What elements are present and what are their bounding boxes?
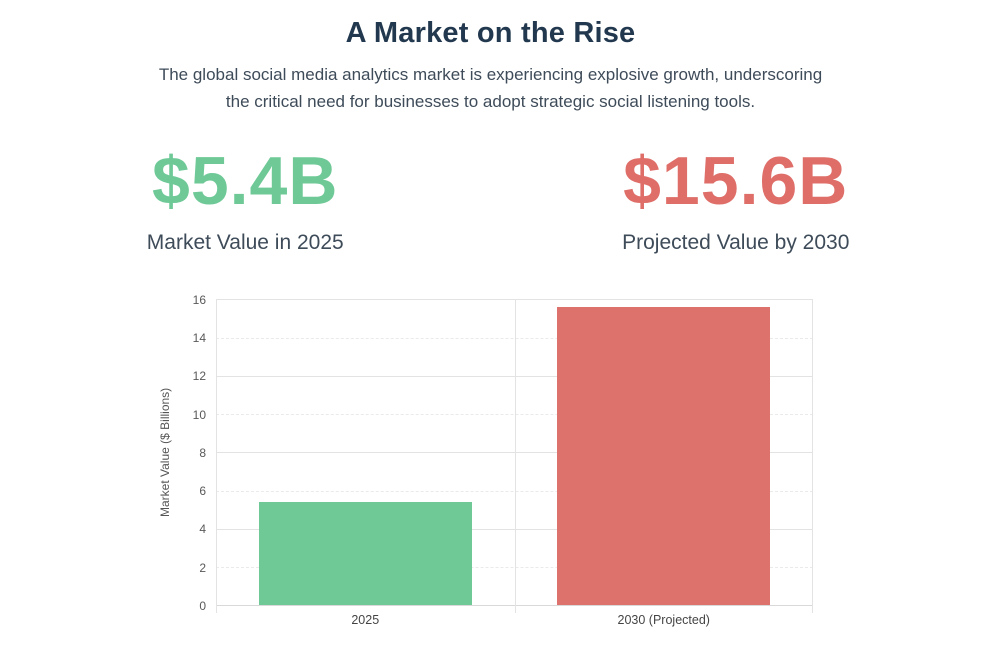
stats-row: $5.4B Market Value in 2025 $15.6B Projec… bbox=[0, 147, 981, 255]
page-title: A Market on the Rise bbox=[0, 16, 981, 51]
subtitle-line-1: The global social media analytics market… bbox=[0, 61, 981, 88]
stat-projected-value-2030: $15.6B Projected Value by 2030 bbox=[491, 147, 981, 255]
y-tick-label: 14 bbox=[168, 331, 206, 345]
y-tick-label: 16 bbox=[168, 293, 206, 307]
bar-2025 bbox=[259, 502, 472, 605]
stat-label-2025: Market Value in 2025 bbox=[0, 231, 491, 255]
y-tick-label: 2 bbox=[168, 561, 206, 575]
x-gridline bbox=[216, 299, 217, 613]
x-gridline bbox=[812, 299, 813, 613]
x-gridline bbox=[515, 299, 516, 613]
stat-label-2030: Projected Value by 2030 bbox=[491, 231, 981, 255]
y-tick-label: 6 bbox=[168, 484, 206, 498]
bar-2030-projected- bbox=[557, 307, 770, 605]
plot-area bbox=[216, 299, 813, 605]
subtitle-line-2: the critical need for businesses to adop… bbox=[0, 88, 981, 115]
stat-value-2025: $5.4B bbox=[0, 147, 491, 215]
infographic: A Market on the Rise The global social m… bbox=[0, 16, 981, 665]
stat-value-2030: $15.6B bbox=[491, 147, 981, 215]
subtitle: The global social media analytics market… bbox=[0, 61, 981, 115]
x-tick-label: 2025 bbox=[216, 613, 515, 627]
y-tick-label: 0 bbox=[168, 599, 206, 613]
y-tick-label: 8 bbox=[168, 446, 206, 460]
x-tick-label: 2030 (Projected) bbox=[515, 613, 814, 627]
y-tick-label: 12 bbox=[168, 369, 206, 383]
y-tick-label: 10 bbox=[168, 408, 206, 422]
stat-market-value-2025: $5.4B Market Value in 2025 bbox=[0, 147, 491, 255]
y-tick-label: 4 bbox=[168, 522, 206, 536]
